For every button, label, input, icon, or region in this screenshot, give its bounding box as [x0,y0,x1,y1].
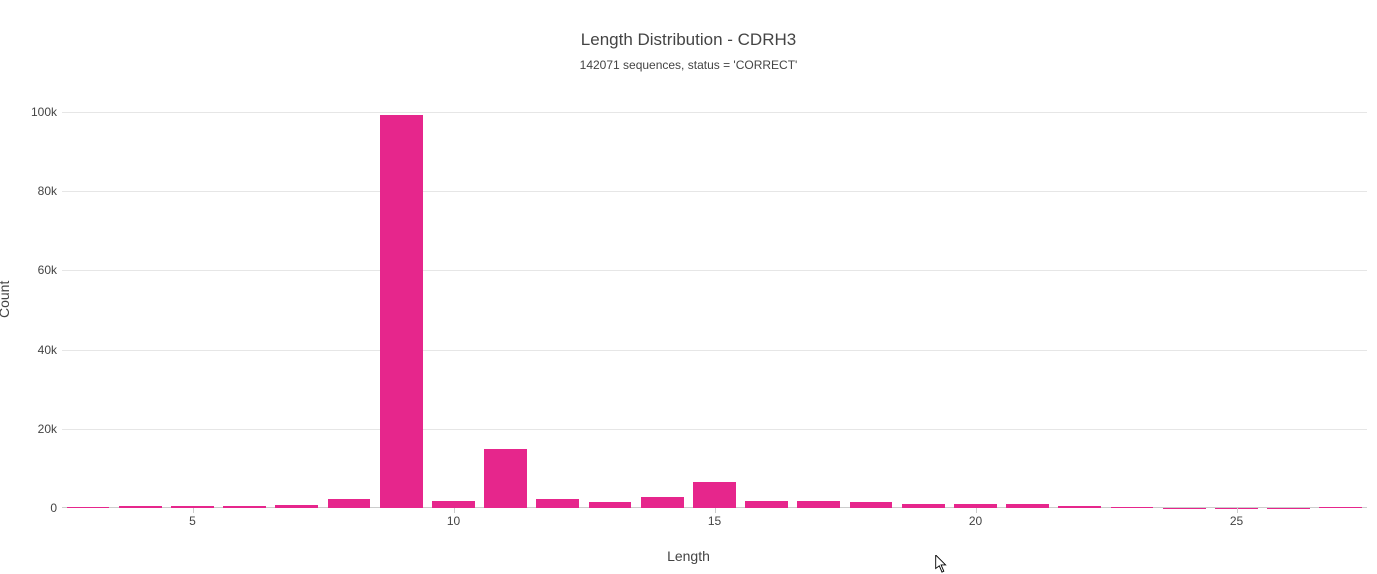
bar[interactable] [380,115,423,508]
bar[interactable] [67,507,110,508]
x-axis-label: Length [0,548,1377,564]
grid-line [62,270,1367,271]
y-tick-label: 60k [7,263,57,277]
bar[interactable] [1006,504,1049,508]
bar[interactable] [223,506,266,508]
grid-line [62,191,1367,192]
bar[interactable] [745,501,788,508]
grid-line [62,350,1367,351]
y-tick-label: 0 [7,501,57,515]
bar[interactable] [1319,507,1362,508]
grid-line [62,112,1367,113]
x-tick-label: 20 [969,514,982,528]
bar[interactable] [902,504,945,508]
bar[interactable] [432,501,475,508]
y-tick-label: 40k [7,343,57,357]
bar[interactable] [641,497,684,508]
bar[interactable] [1058,506,1101,508]
bar[interactable] [536,499,579,508]
bar[interactable] [850,502,893,508]
plot-area[interactable] [62,112,1367,508]
chart-title: Length Distribution - CDRH3 [0,30,1377,50]
bar[interactable] [589,502,632,508]
x-tick-mark [454,508,455,513]
y-axis-label: Count [0,281,12,318]
y-tick-label: 80k [7,184,57,198]
x-tick-label: 25 [1230,514,1243,528]
y-tick-label: 100k [7,105,57,119]
x-tick-mark [976,508,977,513]
x-tick-label: 15 [708,514,721,528]
bar[interactable] [693,482,736,508]
x-tick-label: 10 [447,514,460,528]
bar[interactable] [328,499,371,509]
x-tick-label: 5 [189,514,196,528]
bar[interactable] [484,449,527,508]
length-distribution-chart[interactable]: Length Distribution - CDRH3 142071 seque… [0,0,1377,574]
grid-line [62,429,1367,430]
x-tick-mark [193,508,194,513]
x-tick-mark [1237,508,1238,513]
y-tick-label: 20k [7,422,57,436]
bar[interactable] [275,505,318,508]
x-tick-mark [715,508,716,513]
bar[interactable] [797,501,840,508]
bar[interactable] [1111,507,1154,508]
bar[interactable] [119,506,162,508]
chart-subtitle: 142071 sequences, status = 'CORRECT' [0,58,1377,72]
